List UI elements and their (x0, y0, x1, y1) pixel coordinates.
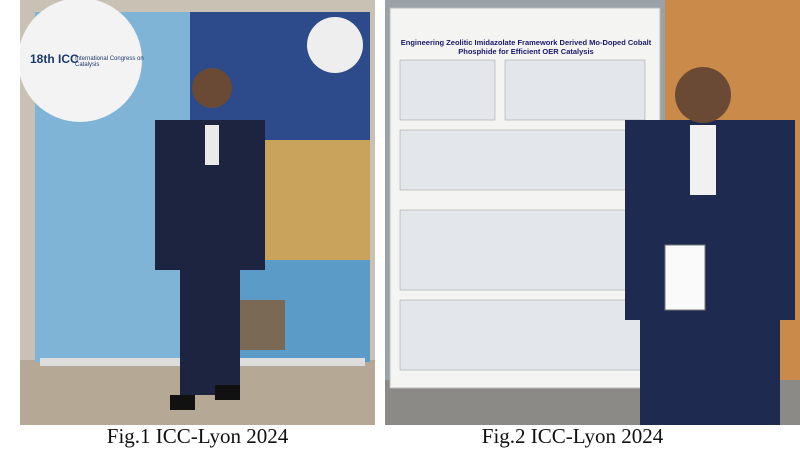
caption: Fig.1 ICC-Lyon 2024 (106, 424, 289, 448)
caption: Fig.2 ICC-Lyon 2024 (481, 424, 664, 448)
photo-1: 18th ICC International Congress on Catal… (20, 0, 375, 425)
banner-subtitle: International Congress on Catalysis (75, 56, 144, 68)
poster-title: Engineering Zeolitic Imidazolate Framewo… (400, 38, 652, 56)
photo-2: Engineering Zeolitic Imidazolate Framewo… (385, 0, 800, 425)
photo-1-scene (20, 0, 375, 425)
photo-2-scene (385, 0, 800, 425)
banner-title: 18th ICC (30, 52, 79, 66)
